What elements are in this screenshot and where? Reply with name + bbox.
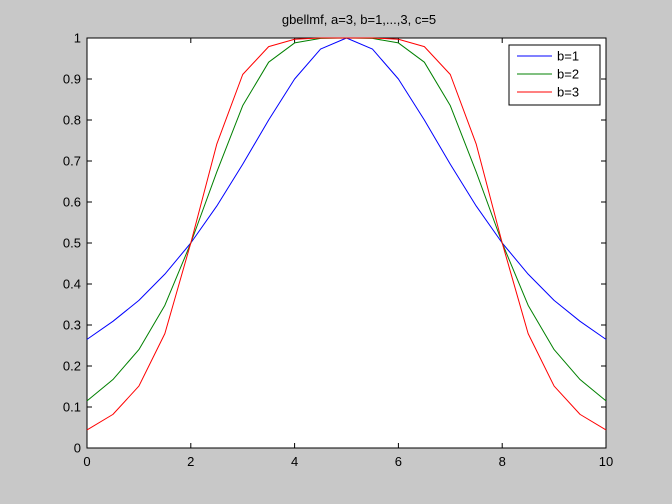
legend[interactable]: b=1 b=2 b=3 xyxy=(508,44,601,106)
y-tick-label: 0.1 xyxy=(63,400,81,415)
legend-box xyxy=(508,44,601,106)
x-tick-label: 0 xyxy=(83,454,90,469)
y-tick-label: 0.3 xyxy=(63,318,81,333)
x-tick-label: 8 xyxy=(499,454,506,469)
y-tick-label: 0.6 xyxy=(63,195,81,210)
chart-title: gbellmf, a=3, b=1,...,3, c=5 xyxy=(282,12,436,27)
legend-label: b=3 xyxy=(557,85,579,100)
x-tick-label: 2 xyxy=(187,454,194,469)
series-layer xyxy=(86,37,607,431)
y-tick-label: 0.4 xyxy=(63,277,81,292)
legend-label: b=2 xyxy=(557,67,579,82)
series-line-b-3 xyxy=(86,37,607,431)
y-tick-label: 0.8 xyxy=(63,113,81,128)
y-tick-label: 0 xyxy=(74,441,81,456)
x-tick-label: 6 xyxy=(395,454,402,469)
y-tick-label: 0.5 xyxy=(63,236,81,251)
legend-label: b=1 xyxy=(557,49,579,64)
y-tick-label: 1 xyxy=(74,31,81,46)
plot-area xyxy=(86,37,607,449)
x-tick-label: 10 xyxy=(599,454,613,469)
y-tick-label: 0.9 xyxy=(63,72,81,87)
y-tick-label: 0.2 xyxy=(63,359,81,374)
x-tick-label: 4 xyxy=(291,454,298,469)
y-axis: 0 0.1 0.2 0.3 0.4 0.5 0.6 0.7 0.8 0.9 1 xyxy=(63,31,606,456)
y-tick-label: 0.7 xyxy=(63,154,81,169)
